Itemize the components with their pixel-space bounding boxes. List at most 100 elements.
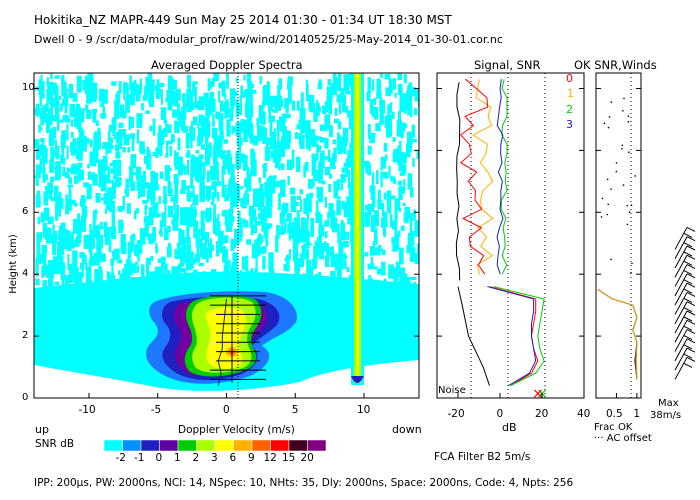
noise-speck <box>295 218 300 238</box>
noise-speck <box>144 205 147 216</box>
signal-line-2 <box>493 286 545 387</box>
noise-speck <box>219 233 222 244</box>
noise-speck <box>109 137 114 144</box>
colorbar-swatch <box>196 439 216 452</box>
noise-speck <box>250 169 256 174</box>
noise-speck <box>99 221 103 226</box>
noise-speck <box>241 256 247 270</box>
noise-speck <box>373 107 379 120</box>
noise-speck <box>326 86 333 105</box>
noise-speck <box>250 220 254 236</box>
wind-barb-flag <box>686 310 696 316</box>
noise-speck <box>192 208 198 217</box>
noise-speck <box>198 154 204 160</box>
noise-speck <box>243 220 249 228</box>
noise-speck <box>39 157 43 174</box>
noise-speck <box>318 145 322 153</box>
signal-x-tick-label: 40 <box>577 408 591 420</box>
frac-ok-dot <box>621 144 624 147</box>
noise-speck <box>223 249 228 255</box>
noise-speck <box>246 239 252 245</box>
noise-speck <box>60 222 66 230</box>
noise-speck <box>408 212 415 218</box>
y-axis-ticks <box>34 87 641 399</box>
noise-speck <box>131 83 137 96</box>
noise-speck <box>252 208 257 223</box>
noise-speck <box>273 175 277 180</box>
noise-speck <box>283 218 287 234</box>
noise-speck <box>208 80 212 89</box>
noise-speck <box>407 131 413 144</box>
noise-speck <box>222 159 226 175</box>
noise-speck <box>390 195 396 200</box>
noise-speck <box>85 262 88 270</box>
noise-speck <box>391 111 395 119</box>
noise-speck <box>364 161 371 169</box>
noise-speck <box>143 155 149 164</box>
noise-speck <box>201 243 207 260</box>
noise-speck <box>224 261 229 276</box>
noise-speck <box>127 146 131 153</box>
noise-speck <box>119 104 125 117</box>
noise-speck <box>392 152 398 163</box>
noise-speck <box>167 242 172 258</box>
noise-speck <box>167 140 173 145</box>
noise-speck <box>145 204 148 210</box>
noise-speck <box>89 139 93 148</box>
noise-speck <box>87 174 93 180</box>
noise-speck <box>304 161 309 172</box>
noise-speck <box>114 100 120 119</box>
noise-speck <box>343 105 349 112</box>
noise-speck <box>73 138 77 144</box>
frac-x-tick-label: 1 <box>633 408 641 420</box>
noise-speck <box>246 118 250 137</box>
noise-speck <box>109 124 113 132</box>
noise-speck <box>324 196 327 208</box>
noise-speck <box>60 103 63 112</box>
noise-speck <box>246 73 251 83</box>
noise-speck <box>270 150 275 159</box>
noise-speck <box>148 233 154 245</box>
noise-speck <box>159 220 163 237</box>
noise-speck <box>186 160 190 176</box>
noise-speck <box>413 209 417 219</box>
noise-speck <box>104 209 108 214</box>
noise-speck <box>397 145 400 157</box>
frac-ok-dot <box>630 271 632 274</box>
noise-speck <box>189 127 196 141</box>
wind-barb-flag <box>683 335 693 341</box>
noise-speck <box>111 209 116 228</box>
noise-speck <box>278 154 281 171</box>
noise-speck <box>288 249 291 260</box>
noise-speck <box>298 133 303 146</box>
noise-speck <box>263 163 267 179</box>
noise-speck <box>67 254 70 271</box>
frac-ok-dot <box>606 178 609 181</box>
noise-speck <box>394 92 397 98</box>
noise-speck <box>377 248 381 256</box>
noise-speck <box>318 252 324 260</box>
noise-speck <box>324 231 328 239</box>
noise-speck <box>66 145 69 160</box>
colorbar-swatch <box>270 439 290 452</box>
noise-speck <box>193 214 197 225</box>
noise-speck <box>187 208 194 227</box>
noise-speck <box>213 73 220 81</box>
wind-barb-staff <box>674 255 688 278</box>
noise-speck <box>405 97 409 110</box>
noise-speck <box>158 266 165 281</box>
noise-speck <box>112 182 117 194</box>
noise-speck <box>41 244 48 253</box>
noise-speck <box>292 246 298 262</box>
noise-speck <box>402 202 406 207</box>
noise-speck <box>317 250 322 256</box>
noise-speck <box>364 205 370 211</box>
noise-speck <box>399 91 403 101</box>
noise-speck <box>272 109 278 113</box>
noise-speck <box>175 179 179 197</box>
noise-speck <box>126 259 132 276</box>
noise-speck <box>140 149 146 155</box>
noise-speck <box>399 97 404 112</box>
noise-speck <box>111 81 117 86</box>
noise-speck <box>115 151 121 159</box>
